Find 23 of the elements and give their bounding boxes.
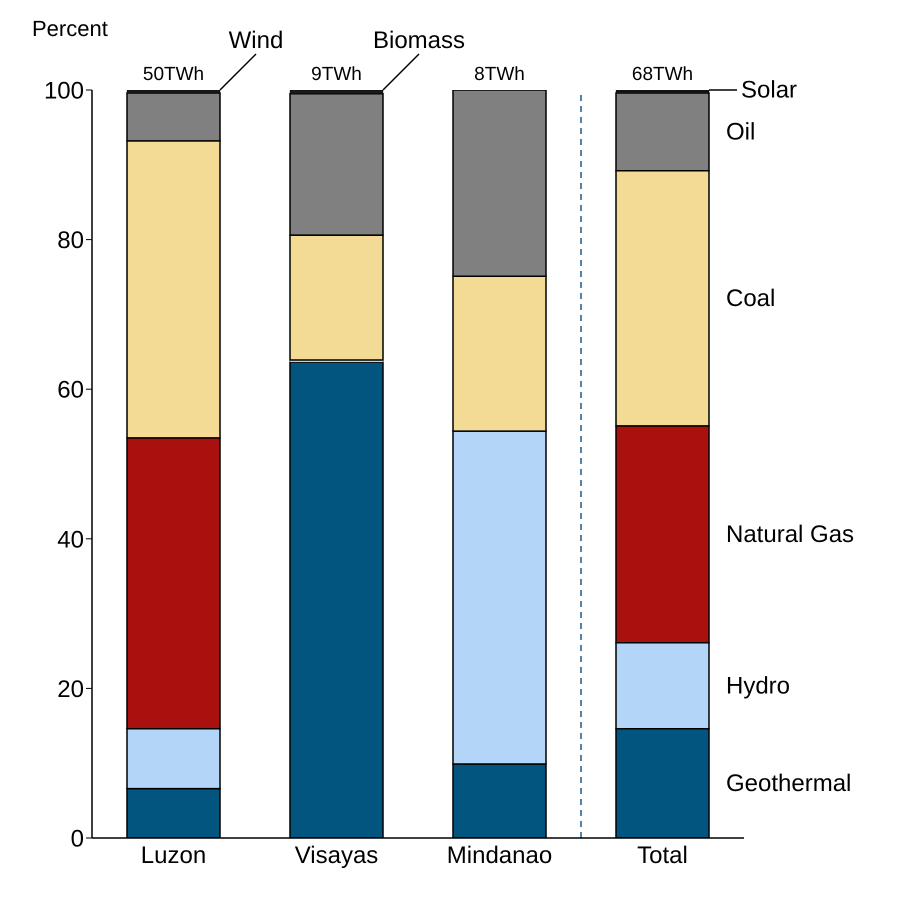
x-tick-label: Luzon (140, 842, 206, 870)
series-label: Coal (726, 284, 776, 312)
annotation: 68TWh (632, 64, 694, 85)
y-tick-label: 40 (57, 526, 84, 554)
x-tick-label: Visayas (294, 842, 378, 870)
annotation: 9TWh (311, 64, 362, 85)
annotation: 50TWh (142, 64, 204, 85)
y-tick-label: 20 (57, 676, 84, 703)
series-label: Hydro (726, 672, 790, 700)
y-tick-label: 100 (44, 78, 84, 105)
legend-label: Solar (741, 76, 798, 104)
y-tick-label: 80 (57, 227, 84, 254)
series-label: Oil (726, 118, 756, 146)
x-tick-label: Mindanao (446, 842, 552, 870)
series-label: Natural Gas (726, 520, 854, 548)
series-label: Wind (228, 27, 284, 54)
series-label: Biomass (372, 27, 466, 54)
y-axis-title: Percent (32, 16, 108, 42)
series-label: Geothermal (726, 770, 852, 797)
x-tick-label: Total (637, 842, 688, 870)
annotation: 8TWh (474, 64, 525, 85)
y-tick-label: 0 (70, 826, 84, 853)
y-tick-label: 60 (57, 376, 84, 404)
